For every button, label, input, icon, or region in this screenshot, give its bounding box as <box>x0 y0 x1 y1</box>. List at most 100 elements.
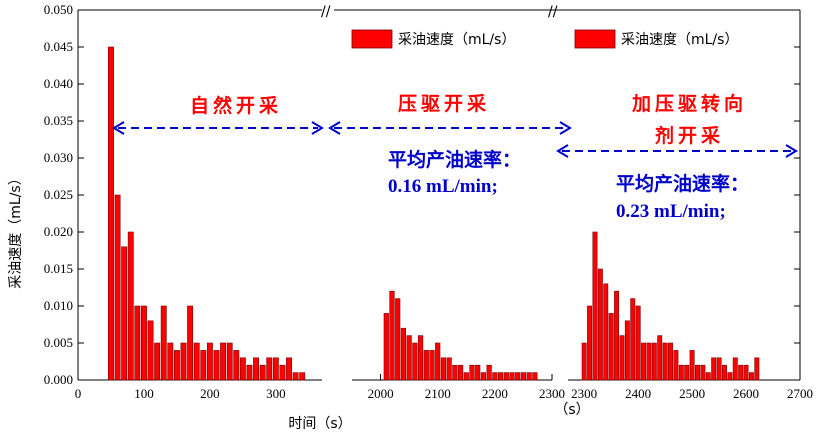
bar-water-drive <box>532 372 538 381</box>
bar-agent-drive <box>662 342 668 381</box>
phase-natural-label: 自然开采 <box>190 94 282 117</box>
bar-agent-drive <box>727 372 733 381</box>
legend-label-2: 采油速度（mL/s） <box>621 32 738 48</box>
bar-water-drive <box>480 372 487 381</box>
y-axis-title: 采油速度（mL/s） <box>8 171 24 288</box>
x-axis-ticks: 0 100 200 300 2000 2100 2200 2300 2300 2400 2500 26… <box>75 374 813 401</box>
bar-water-drive <box>435 342 441 381</box>
x-tick-label: 2300 <box>571 386 597 401</box>
bar-agent-drive <box>635 305 641 381</box>
arrow-natural <box>112 121 324 135</box>
bar-agent-drive <box>597 268 603 381</box>
legend-swatch-1 <box>351 29 393 49</box>
x-tick-label: 0 <box>75 386 82 401</box>
bar-agent-drive <box>614 290 620 381</box>
bar-agent-drive <box>705 372 711 381</box>
bar-natural <box>226 342 233 381</box>
bar-natural <box>259 364 266 381</box>
bar-series <box>108 46 760 381</box>
bar-water-drive <box>469 364 475 381</box>
bar-natural <box>213 350 220 381</box>
bar-agent-drive <box>738 364 744 381</box>
bar-water-drive <box>520 372 527 381</box>
bar-natural <box>200 350 207 381</box>
bar-natural <box>114 194 121 381</box>
bar-agent-drive <box>700 364 706 381</box>
bar-natural <box>220 342 227 381</box>
y-tick-label: 0.050 <box>44 2 73 17</box>
bar-natural <box>239 357 246 381</box>
bar-natural <box>180 342 187 381</box>
y-tick-label: 0.035 <box>44 113 73 128</box>
bar-natural <box>193 342 200 381</box>
bar-water-drive <box>389 290 395 381</box>
bar-agent-drive <box>581 342 587 381</box>
bar-natural <box>187 305 194 381</box>
legend-label-1: 采油速度（mL/s） <box>398 32 515 48</box>
bar-natural <box>266 357 273 381</box>
bar-natural <box>279 364 286 381</box>
bar-natural <box>299 372 306 381</box>
bar-water-drive <box>492 372 498 381</box>
bar-natural <box>108 46 114 381</box>
rate-value-water: 0.16 mL/min; <box>388 176 498 197</box>
y-tick-label: 0.030 <box>44 150 73 165</box>
bar-natural <box>141 305 147 381</box>
legend-swatch-2 <box>574 29 616 49</box>
phase-annotations: 自然开采 压驱开采 加压驱转向 剂开采 平均产油速率： 0.16 mL/min;… <box>112 92 798 222</box>
x-axis-title: 时间（s） <box>288 416 351 432</box>
bar-natural <box>286 357 292 381</box>
bar-water-drive <box>475 364 481 381</box>
bar-water-drive <box>383 313 389 381</box>
bar-water-drive <box>463 372 469 381</box>
x-tick-label: 300 <box>266 386 286 401</box>
x-axis-title-right: （s） <box>554 402 589 418</box>
bar-water-drive <box>446 357 452 381</box>
y-tick-label: 0.005 <box>44 335 73 350</box>
bar-natural <box>147 320 154 381</box>
x-tick-label: 2000 <box>368 386 394 401</box>
x-tick-label: 2200 <box>482 386 508 401</box>
x-tick-label: 2600 <box>733 386 759 401</box>
bar-water-drive <box>417 335 424 381</box>
axis-break-mark-top-2: // <box>548 4 558 20</box>
bar-agent-drive <box>754 357 760 381</box>
y-tick-label: 0.040 <box>44 76 73 91</box>
bar-natural <box>206 342 213 381</box>
bar-water-drive <box>515 372 521 381</box>
bar-agent-drive <box>630 298 636 381</box>
x-tick-label: 2500 <box>679 386 705 401</box>
phase-agent-label-line2: 剂开采 <box>655 124 724 147</box>
bar-agent-drive <box>689 350 695 381</box>
x-tick-label: 2700 <box>787 386 813 401</box>
bar-natural <box>154 342 161 381</box>
bar-agent-drive <box>743 364 749 381</box>
bar-natural <box>121 246 128 381</box>
bar-agent-drive <box>619 335 625 381</box>
bar-natural <box>160 305 167 381</box>
y-tick-label: 0.000 <box>44 372 73 387</box>
bar-water-drive <box>486 364 492 381</box>
bar-agent-drive <box>668 342 673 381</box>
bar-natural <box>246 364 253 381</box>
bar-agent-drive <box>624 320 630 381</box>
rate-value-agent: 0.23 mL/min; <box>616 201 726 222</box>
bar-water-drive <box>509 372 515 381</box>
bar-water-drive <box>395 298 401 381</box>
bar-natural <box>253 357 259 381</box>
bar-agent-drive <box>673 350 679 381</box>
y-tick-label: 0.015 <box>44 261 73 276</box>
bar-agent-drive <box>651 342 657 381</box>
bar-natural <box>272 357 279 381</box>
bar-agent-drive <box>732 357 738 381</box>
bar-natural <box>233 350 240 381</box>
bar-water-drive <box>400 327 407 381</box>
bar-agent-drive <box>711 357 717 381</box>
y-tick-label: 0.025 <box>44 187 73 202</box>
x-tick-label: 200 <box>200 386 220 401</box>
bar-agent-drive <box>657 335 663 381</box>
bar-agent-drive <box>603 283 609 381</box>
legend: 采油速度（mL/s） 采油速度（mL/s） <box>351 29 738 49</box>
arrow-agent-drive <box>556 144 798 158</box>
